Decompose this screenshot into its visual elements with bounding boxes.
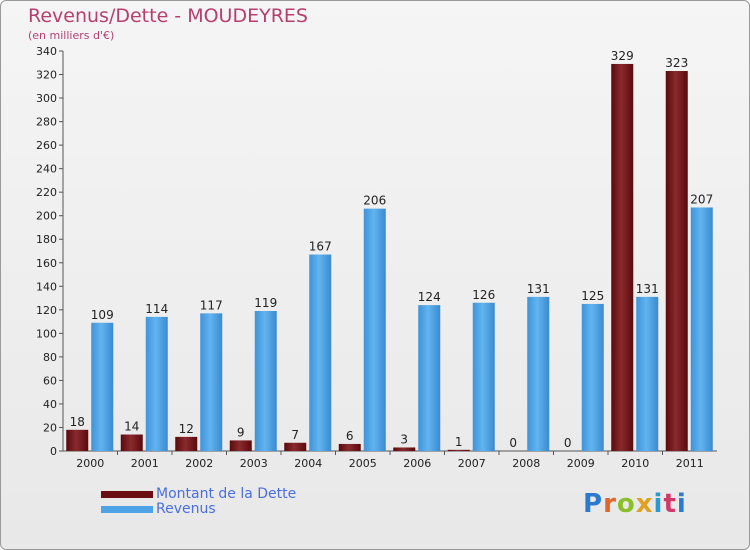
bar-revenus [527,296,550,451]
bar-revenus [636,296,659,451]
legend-label-debt: Montant de la Dette [156,486,297,502]
chart-subtitle: (en milliers d'€) [28,29,115,42]
y-tick-label: 100 [36,327,57,340]
y-tick-label: 320 [36,69,57,82]
proxiti-logo: Proxiti [583,489,687,519]
x-tick-label: 2010 [621,457,649,470]
data-label-dette: 323 [665,56,688,70]
y-tick-label: 240 [36,163,57,176]
bar-dette [120,434,143,451]
y-tick-label: 120 [36,304,57,317]
x-tick-label: 2008 [512,457,540,470]
data-label-revenus: 167 [309,240,332,254]
y-tick-label: 300 [36,92,57,105]
data-label-dette: 3 [400,432,408,446]
bar-revenus [472,302,495,451]
y-tick-label: 160 [36,257,57,270]
y-tick-label: 0 [50,445,57,458]
legend-swatch-debt [101,491,153,498]
bar-revenus [690,207,713,451]
logo-letter: i [653,489,664,519]
data-label-revenus: 117 [200,298,223,312]
y-tick-label: 200 [36,210,57,223]
legend-swatch-revenus [101,506,153,513]
x-tick-label: 2002 [185,457,213,470]
data-label-dette: 0 [509,436,517,450]
bar-dette [611,63,634,452]
x-tick-label: 2003 [240,457,268,470]
logo-letter: t [663,489,677,519]
data-label-dette: 329 [611,49,634,63]
data-label-revenus: 114 [145,302,168,316]
bar-revenus [309,254,332,451]
bar-revenus [200,313,223,451]
data-label-revenus: 207 [690,192,713,206]
data-label-dette: 9 [237,425,245,439]
bar-revenus [581,303,604,451]
x-tick-label: 2011 [676,457,704,470]
logo-letter: P [583,489,604,519]
data-label-dette: 18 [70,415,85,429]
data-label-revenus: 125 [581,289,604,303]
y-tick-label: 220 [36,186,57,199]
logo-letter: r [603,489,617,519]
bar-dette [175,436,198,451]
bar-dette [229,440,252,451]
data-label-dette: 7 [291,428,299,442]
bar-dette [66,429,89,451]
data-label-revenus: 109 [91,308,114,322]
data-label-dette: 14 [124,420,139,434]
y-tick-label: 140 [36,280,57,293]
bar-revenus [254,311,277,451]
data-label-dette: 0 [564,436,572,450]
data-label-revenus: 124 [418,290,441,304]
y-tick-label: 80 [43,351,57,364]
legend-label-revenus: Revenus [156,501,216,517]
bar-revenus [363,208,386,451]
logo-letter: o [616,489,636,519]
logo-letter: i [676,489,687,519]
data-label-revenus: 206 [363,194,386,208]
chart-axes: 0204060801001201401601802002202402602803… [36,45,717,470]
x-tick-label: 2006 [403,457,431,470]
chart-bars [66,63,713,452]
bar-dette [447,449,470,451]
data-label-dette: 1 [455,435,463,449]
logo-letter: x [635,489,654,519]
y-tick-label: 260 [36,139,57,152]
x-tick-label: 2001 [131,457,159,470]
data-label-revenus: 131 [527,282,550,296]
bar-dette [665,71,688,451]
bar-revenus [418,305,441,451]
x-tick-label: 2009 [567,457,595,470]
y-tick-label: 280 [36,116,57,129]
x-tick-label: 2007 [458,457,486,470]
y-tick-label: 60 [43,374,57,387]
x-tick-label: 2005 [349,457,377,470]
chart-labels: 18 109 14 114 12 117 9 119 7 167 6 206 3 124 1 126 0 131 0… [70,49,714,450]
x-tick-label: 2000 [76,457,104,470]
x-tick-label: 2004 [294,457,322,470]
bar-dette [284,442,307,451]
bar-dette [338,443,361,451]
data-label-dette: 12 [179,422,194,436]
data-label-revenus: 126 [472,288,495,302]
y-tick-label: 180 [36,233,57,246]
bar-revenus [145,316,168,451]
y-tick-label: 20 [43,421,57,434]
chart-title: Revenus/Dette - MOUDEYRES [28,5,308,27]
data-label-revenus: 131 [636,282,659,296]
bar-revenus [91,322,114,451]
data-label-revenus: 119 [254,296,277,310]
data-label-dette: 6 [346,429,354,443]
bar-dette [393,447,416,451]
y-tick-label: 340 [36,45,57,58]
y-tick-label: 40 [43,398,57,411]
